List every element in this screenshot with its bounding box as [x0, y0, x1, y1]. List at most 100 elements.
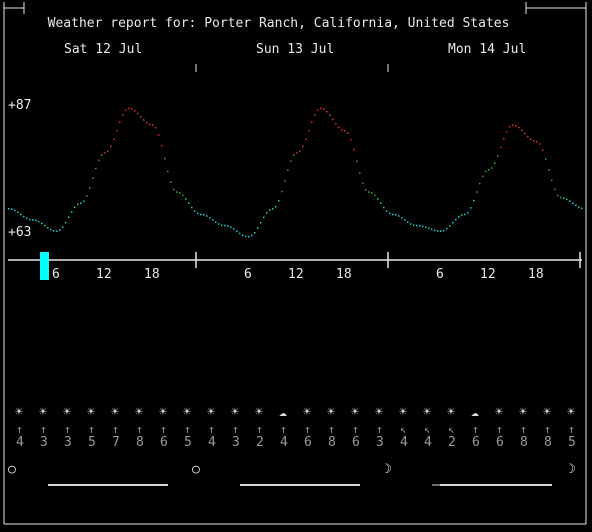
partly-cloudy-icon: ☁: [279, 405, 287, 420]
sun-icon: ☀: [327, 405, 335, 420]
hour-tick-label: 18: [336, 267, 352, 282]
temperature-point: [353, 148, 355, 151]
temperature-point: [350, 138, 352, 141]
hour-tick-label: 6: [52, 267, 60, 282]
temperature-point: [485, 170, 487, 173]
wind-direction-icon: ↑: [568, 423, 575, 436]
wind-direction-icon: ↖: [424, 423, 431, 436]
temperature-point: [134, 110, 136, 112]
temperature-point: [329, 114, 331, 116]
temperature-point: [119, 121, 121, 123]
temperature-point: [221, 224, 223, 226]
temperature-point: [539, 143, 541, 145]
moon-phase-icon: ○: [192, 462, 200, 477]
temperature-point: [140, 116, 142, 118]
temperature-point: [425, 226, 427, 229]
temperature-point: [494, 162, 496, 164]
temperature-point: [284, 180, 286, 182]
temperature-point: [77, 203, 79, 206]
wind-direction-icon: ↑: [544, 423, 551, 436]
temperature-point: [566, 198, 568, 201]
temperature-point: [245, 235, 247, 238]
temperature-point: [377, 198, 379, 200]
temperature-point: [359, 172, 361, 174]
temperature-point: [89, 187, 91, 189]
wind-direction-icon: ↑: [112, 423, 119, 436]
wind-direction-icon: ↑: [160, 423, 167, 436]
wind-speed: 4: [400, 435, 408, 450]
y-min-label: +63: [8, 225, 32, 240]
temperature-point: [80, 202, 82, 204]
temperature-point: [407, 221, 409, 223]
wind-direction-icon: ↑: [232, 423, 239, 436]
wind-speed: 2: [256, 435, 264, 450]
temperature-point: [506, 130, 508, 133]
temperature-point: [575, 204, 577, 207]
temperature-point: [116, 129, 118, 132]
temperature-point: [230, 226, 232, 228]
temperature-point: [188, 202, 190, 204]
temperature-point: [572, 202, 574, 204]
temperature-point: [83, 200, 85, 203]
sun-icon: ☀: [135, 405, 143, 420]
temperature-point: [536, 141, 538, 143]
temperature-point: [488, 169, 490, 171]
temperature-point: [482, 175, 484, 177]
temperature-point: [416, 224, 418, 227]
temperature-point: [17, 211, 19, 213]
temperature-point: [491, 167, 493, 169]
temperature-point: [320, 107, 322, 110]
temperature-point: [557, 194, 559, 197]
wind-direction-icon: ↑: [328, 423, 335, 436]
temperature-point: [458, 216, 460, 218]
temperature-point: [215, 221, 217, 223]
sun-icon: ☀: [543, 405, 551, 420]
day-label-mon: Mon 14 Jul: [448, 42, 527, 57]
wind-speed: 4: [208, 435, 216, 450]
temperature-point: [344, 129, 346, 132]
sun-icon: ☀: [567, 405, 575, 420]
temperature-point: [500, 146, 502, 149]
temperature-point: [233, 228, 235, 230]
sun-icon: ☀: [447, 405, 455, 420]
wind-speed: 3: [232, 435, 240, 450]
wind-speed: 6: [472, 435, 480, 450]
temperature-point: [248, 236, 250, 238]
temperature-point: [212, 219, 214, 221]
temperature-point: [71, 211, 73, 213]
temperature-point: [11, 208, 13, 210]
temperature-point: [461, 214, 463, 216]
temperature-point: [503, 138, 505, 140]
wind-speed: 5: [88, 435, 96, 450]
temperature-point: [404, 219, 406, 221]
wind-speed: 2: [448, 435, 456, 450]
sun-icon: ☀: [39, 405, 47, 420]
temperature-point: [113, 138, 115, 140]
temperature-point: [68, 216, 70, 218]
temperature-point: [434, 229, 436, 232]
sun-icon: ☀: [87, 405, 95, 420]
hour-tick-label: 6: [436, 267, 444, 282]
temperature-point: [497, 155, 499, 157]
temperature-point: [356, 160, 358, 163]
temperature-point: [227, 225, 229, 227]
temperature-point: [512, 124, 514, 126]
temperature-point: [332, 118, 334, 121]
temperature-point: [275, 206, 277, 208]
temperature-point: [107, 150, 109, 152]
temperature-point: [251, 234, 253, 237]
temperature-point: [203, 214, 205, 216]
temperature-point: [581, 207, 583, 210]
wind-direction-icon: ↑: [280, 423, 287, 436]
wind-direction-icon: ↑: [256, 423, 263, 436]
temperature-point: [308, 129, 310, 132]
hour-tick-label: 12: [96, 267, 112, 282]
temperature-point: [449, 225, 451, 227]
temperature-point: [515, 125, 517, 127]
sun-icon: ☀: [519, 405, 527, 420]
temperature-point: [131, 108, 133, 110]
day-label-sun: Sun 13 Jul: [256, 42, 335, 57]
temperature-point: [206, 215, 208, 217]
temperature-point: [452, 222, 454, 224]
temperature-point: [179, 192, 181, 194]
